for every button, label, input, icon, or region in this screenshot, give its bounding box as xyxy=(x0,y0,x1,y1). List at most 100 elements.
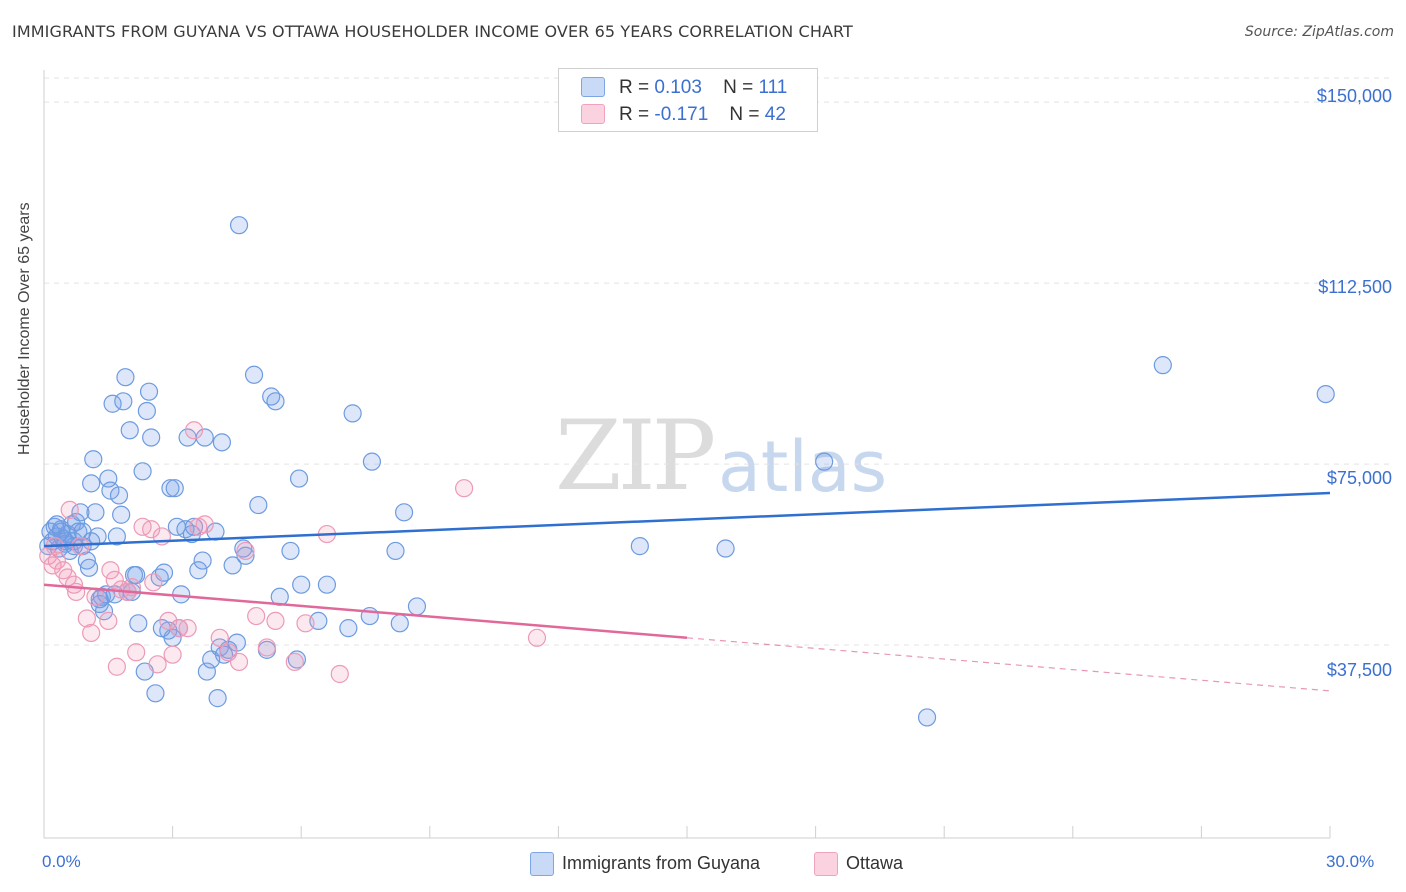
legend-n-value: 42 xyxy=(764,104,786,125)
data-point-guyana xyxy=(289,469,309,488)
data-point-guyana xyxy=(339,619,358,638)
data-point-guyana xyxy=(129,614,148,633)
data-point-guyana xyxy=(236,546,255,565)
data-point-guyana xyxy=(112,505,131,524)
data-point-guyana xyxy=(630,537,649,556)
chart-title: IMMIGRANTS FROM GUYANA VS OTTAWA HOUSEHO… xyxy=(12,22,853,41)
data-point-guyana xyxy=(107,527,126,546)
data-point-ottawa xyxy=(330,664,349,684)
legend: R = 0.103 N = 111 R = -0.171 N = 42 xyxy=(558,68,818,132)
data-point-ottawa xyxy=(64,575,84,594)
bottom-legend-label: Ottawa xyxy=(846,853,904,873)
legend-swatch-blue xyxy=(581,77,605,97)
data-point-ottawa xyxy=(236,541,255,561)
data-point-guyana xyxy=(249,495,268,515)
data-point-ottawa xyxy=(178,619,197,638)
legend-n-label: N = xyxy=(729,104,760,125)
data-point-guyana xyxy=(229,216,249,235)
data-point-guyana xyxy=(266,392,285,411)
data-point-guyana xyxy=(343,404,362,423)
data-point-guyana xyxy=(182,524,201,544)
y-tick-label: $150,000 xyxy=(1316,86,1392,106)
watermark-zip: ZIP xyxy=(555,400,716,512)
data-point-guyana xyxy=(281,541,300,561)
data-point-ottawa xyxy=(144,573,163,592)
data-point-guyana xyxy=(362,452,382,471)
legend-r-value: -0.171 xyxy=(654,104,709,125)
trend-line-dashed-ottawa xyxy=(686,637,1331,692)
data-point-guyana xyxy=(79,558,99,577)
data-point-ottawa xyxy=(163,645,182,664)
chart-source: Source: ZipAtlas.com xyxy=(1244,24,1394,40)
data-point-ottawa xyxy=(229,652,249,672)
data-point-guyana xyxy=(109,486,129,505)
data-point-ottawa xyxy=(99,611,118,631)
bottom-legend-label: Immigrants from Guyana xyxy=(562,853,761,873)
data-point-ottawa xyxy=(266,611,285,631)
data-point-guyana xyxy=(195,428,214,447)
legend-r-label: R = xyxy=(619,77,650,98)
data-point-ottawa xyxy=(82,623,101,643)
y-tick-label: $37,500 xyxy=(1326,660,1392,680)
watermark-atlas: atlas xyxy=(718,426,888,508)
data-point-guyana xyxy=(917,708,937,727)
data-point-guyana xyxy=(815,452,834,471)
data-point-guyana xyxy=(114,392,133,411)
data-point-guyana xyxy=(139,382,159,401)
data-point-guyana xyxy=(1153,356,1172,375)
data-point-ottawa xyxy=(148,655,167,674)
data-point-ottawa xyxy=(296,614,315,633)
x-tick-label-min: 0.0% xyxy=(42,852,81,871)
legend-swatch-pink xyxy=(581,104,605,124)
data-point-guyana xyxy=(137,401,156,421)
data-point-guyana xyxy=(71,503,90,522)
data-point-guyana xyxy=(386,541,405,561)
data-point-guyana xyxy=(390,614,409,633)
data-point-guyana xyxy=(120,421,139,440)
data-point-guyana xyxy=(116,368,135,387)
data-point-guyana xyxy=(103,394,122,413)
data-point-ottawa xyxy=(454,479,474,498)
legend-r-value: 0.103 xyxy=(654,77,702,98)
data-point-ottawa xyxy=(184,421,204,440)
y-axis-label: Householder Income Over 65 years xyxy=(16,202,33,455)
legend-r-label: R = xyxy=(619,104,650,125)
y-tick-label: $112,500 xyxy=(1318,277,1392,297)
data-point-guyana xyxy=(84,450,103,469)
data-point-guyana xyxy=(142,428,161,447)
y-tick-label: $75,000 xyxy=(1326,468,1392,488)
data-point-ottawa xyxy=(527,628,547,647)
data-point-ottawa xyxy=(60,500,79,520)
data-point-guyana xyxy=(223,556,242,575)
data-point-guyana xyxy=(86,503,105,522)
data-point-ottawa xyxy=(39,546,58,565)
data-point-guyana xyxy=(101,481,120,500)
trend-line-guyana xyxy=(43,491,1331,548)
data-point-ottawa xyxy=(142,520,161,539)
data-point-guyana xyxy=(287,650,307,669)
data-point-ottawa xyxy=(47,551,66,570)
data-point-ottawa xyxy=(210,628,229,647)
data-point-guyana xyxy=(189,561,208,580)
data-point-guyana xyxy=(394,503,414,522)
data-point-ottawa xyxy=(257,638,277,657)
bottom-legend-swatch-pink xyxy=(814,852,838,876)
bottom-legend-swatch-blue xyxy=(530,852,554,876)
data-point-ottawa xyxy=(127,643,146,662)
x-tick-label-max: 30.0% xyxy=(1326,852,1375,871)
legend-n-label: N = xyxy=(723,77,754,98)
data-point-ottawa xyxy=(159,611,178,631)
data-point-guyana xyxy=(146,684,165,703)
data-point-guyana xyxy=(208,689,227,708)
data-point-guyana xyxy=(1316,384,1335,404)
data-point-ottawa xyxy=(247,606,266,626)
data-point-ottawa xyxy=(105,570,124,589)
data-point-guyana xyxy=(161,479,180,498)
data-point-guyana xyxy=(407,597,427,616)
data-point-guyana xyxy=(197,662,216,681)
data-point-ottawa xyxy=(285,652,304,672)
data-point-guyana xyxy=(82,474,101,493)
data-point-guyana xyxy=(292,575,311,594)
data-point-guyana xyxy=(127,565,146,585)
